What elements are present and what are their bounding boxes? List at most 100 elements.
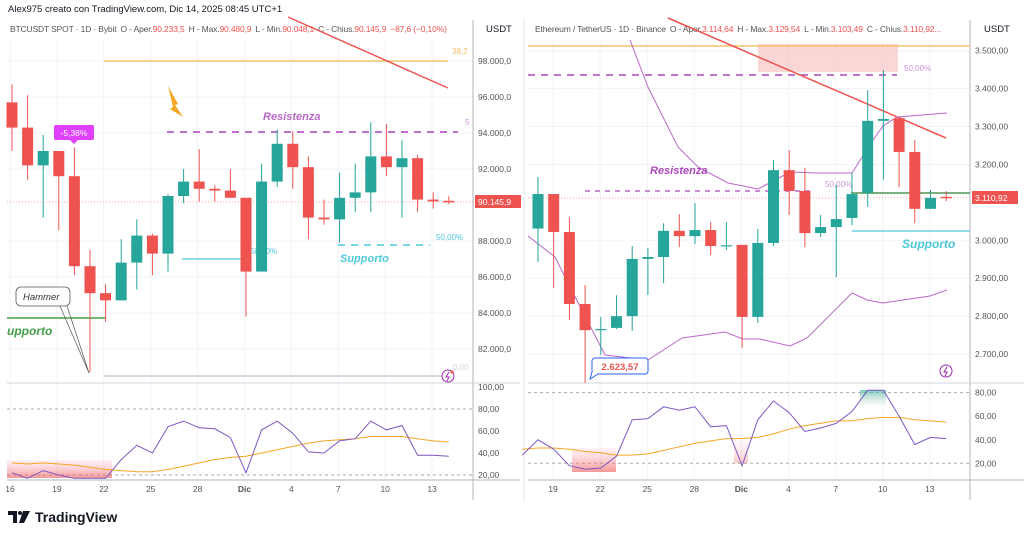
btc-candle-11-19[interactable] [53,150,65,231]
btc-candle-12-05[interactable] [302,156,314,240]
candle-body[interactable] [909,151,921,209]
eth-supply-zone[interactable] [758,44,898,72]
candle-body[interactable] [100,293,112,301]
candle-body[interactable] [115,262,127,301]
eth-downtrend-line[interactable] [667,17,947,139]
candle-body[interactable] [271,143,283,182]
candle-body[interactable] [673,230,685,237]
btc-candle-12-14[interactable] [443,196,455,205]
btc-candle-12-04[interactable] [287,131,299,189]
eth-candle-11-26[interactable] [658,223,670,284]
btc-currency[interactable]: USDT [484,24,512,35]
btc-candle-12-08[interactable] [349,163,361,213]
eth-candle-12-02[interactable] [752,228,764,323]
eth-candle-11-25[interactable] [642,247,654,295]
btc-candle-11-20[interactable] [68,147,80,276]
candle-body[interactable] [287,143,299,168]
eth-candle-11-23[interactable] [611,295,622,330]
candle-body[interactable] [736,244,748,317]
btc-candle-12-11[interactable] [396,140,408,218]
btc-candle-11-23[interactable] [115,239,127,301]
pct-change-badge[interactable] [54,125,94,140]
eth-low-callout[interactable] [591,357,649,375]
eth-currency[interactable]: USDT [982,24,1010,35]
eth-candle-12-10[interactable] [877,70,889,180]
candle-body[interactable] [131,235,143,263]
btc-candle-11-24[interactable] [131,219,143,290]
btc-candle-11-25[interactable] [146,233,158,276]
eth-candle-11-28[interactable] [689,203,701,245]
candle-body[interactable] [22,127,34,166]
candle-body[interactable] [862,120,874,193]
candle-body[interactable] [443,200,455,203]
candle-body[interactable] [799,191,811,234]
candle-body[interactable] [815,227,827,234]
candle-body[interactable] [595,329,607,331]
btc-candle-11-18[interactable] [37,134,49,218]
candle-body[interactable] [563,231,575,305]
btc-candle-11-30[interactable] [224,168,236,198]
btc-candle-11-21[interactable] [84,249,96,373]
candle-body[interactable] [689,230,701,237]
eth-candle-12-07[interactable] [830,184,842,278]
lightning-icon[interactable] [939,364,953,378]
btc-candle-12-03[interactable] [271,129,283,187]
eth-candle-11-24[interactable] [626,245,638,331]
eth-candle-11-30[interactable] [720,222,732,251]
candle-body[interactable] [68,176,80,267]
candle-body[interactable] [925,197,936,209]
candle-body[interactable] [84,266,96,294]
candle-body[interactable] [877,118,889,121]
eth-candle-12-08[interactable] [846,172,858,226]
eth-candle-11-27[interactable] [673,214,685,248]
candle-body[interactable] [611,316,622,328]
eth-candle-12-12[interactable] [909,139,921,224]
eth-candle-12-14[interactable] [940,191,952,202]
candle-body[interactable] [302,167,314,218]
candle-body[interactable] [940,196,952,199]
candle-body[interactable] [193,181,205,189]
btc-candle-12-02[interactable] [256,163,268,272]
candle-body[interactable] [240,197,252,272]
btc-candle-12-10[interactable] [380,123,392,177]
btc-candle-12-09[interactable] [365,122,377,213]
eth-candle-12-04[interactable] [783,150,795,215]
eth-candle-11-20[interactable] [563,217,575,320]
candle-body[interactable] [178,181,190,196]
candle-body[interactable] [846,194,858,218]
candle-body[interactable] [626,258,638,317]
eth-candle-12-05[interactable] [799,167,811,248]
candle-body[interactable] [579,304,591,331]
btc-candle-12-13[interactable] [427,192,439,209]
candle-body[interactable] [162,195,174,254]
candle-body[interactable] [380,156,392,168]
eth-candle-12-09[interactable] [862,90,874,207]
eth-candle-12-11[interactable] [893,117,905,188]
candle-body[interactable] [642,256,654,259]
eth-candle-11-19[interactable] [548,194,560,289]
btc-candle-12-12[interactable] [412,154,424,213]
eth-candle-12-13[interactable] [925,189,936,209]
tradingview-logo[interactable]: TradingView [8,509,117,525]
candle-body[interactable] [53,150,65,177]
candle-body[interactable] [146,235,158,254]
eth-candle-12-03[interactable] [768,159,779,246]
candle-body[interactable] [318,217,330,220]
eth-candle-11-22[interactable] [595,316,607,355]
btc-candle-11-27[interactable] [178,168,190,204]
btc-symbol[interactable]: BTCUSDT SPOT · 1D · Bybit [10,24,117,34]
btc-candle-12-07[interactable] [334,172,346,243]
lightning-icon[interactable] [441,369,455,383]
eth-candle-12-01[interactable] [736,244,748,349]
candle-body[interactable] [658,230,670,257]
btc-candle-12-06[interactable] [318,199,330,225]
candle-body[interactable] [396,158,408,168]
btc-candle-11-29[interactable] [209,185,221,202]
candle-body[interactable] [209,188,221,191]
candle-body[interactable] [830,219,842,228]
candle-body[interactable] [548,194,560,232]
candle-body[interactable] [365,156,377,193]
eth-candle-11-29[interactable] [705,222,717,256]
btc-candle-11-26[interactable] [162,194,174,272]
